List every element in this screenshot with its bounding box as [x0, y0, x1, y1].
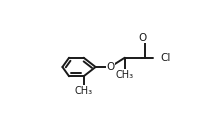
Text: O: O	[106, 62, 114, 72]
Text: CH₃: CH₃	[74, 86, 93, 96]
Text: O: O	[138, 33, 146, 43]
Text: CH₃: CH₃	[116, 70, 134, 80]
Text: Cl: Cl	[160, 53, 170, 63]
